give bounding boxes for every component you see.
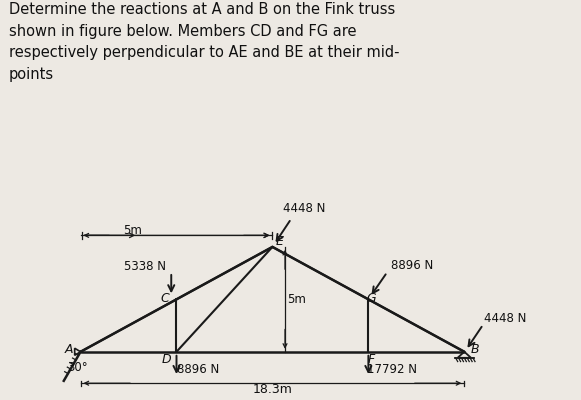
Text: C: C (160, 292, 169, 305)
Text: 4448 N: 4448 N (484, 312, 526, 325)
Text: 18.3m: 18.3m (253, 384, 292, 396)
Text: F: F (368, 353, 375, 366)
Text: 4448 N: 4448 N (283, 202, 325, 215)
Text: 8896 N: 8896 N (177, 363, 220, 376)
Text: B: B (471, 343, 479, 356)
Text: G: G (367, 292, 376, 305)
Text: 5m: 5m (287, 293, 306, 306)
Text: 8896 N: 8896 N (391, 259, 433, 272)
Text: 30°: 30° (67, 361, 88, 374)
Text: 5m: 5m (124, 224, 142, 237)
Text: E: E (276, 235, 284, 248)
Text: 17792 N: 17792 N (368, 363, 418, 376)
Text: Determine the reactions at A and B on the Fink truss
shown in figure below. Memb: Determine the reactions at A and B on th… (9, 2, 399, 82)
Text: A: A (64, 343, 73, 356)
Text: D: D (161, 353, 171, 366)
Text: 5338 N: 5338 N (124, 260, 166, 273)
